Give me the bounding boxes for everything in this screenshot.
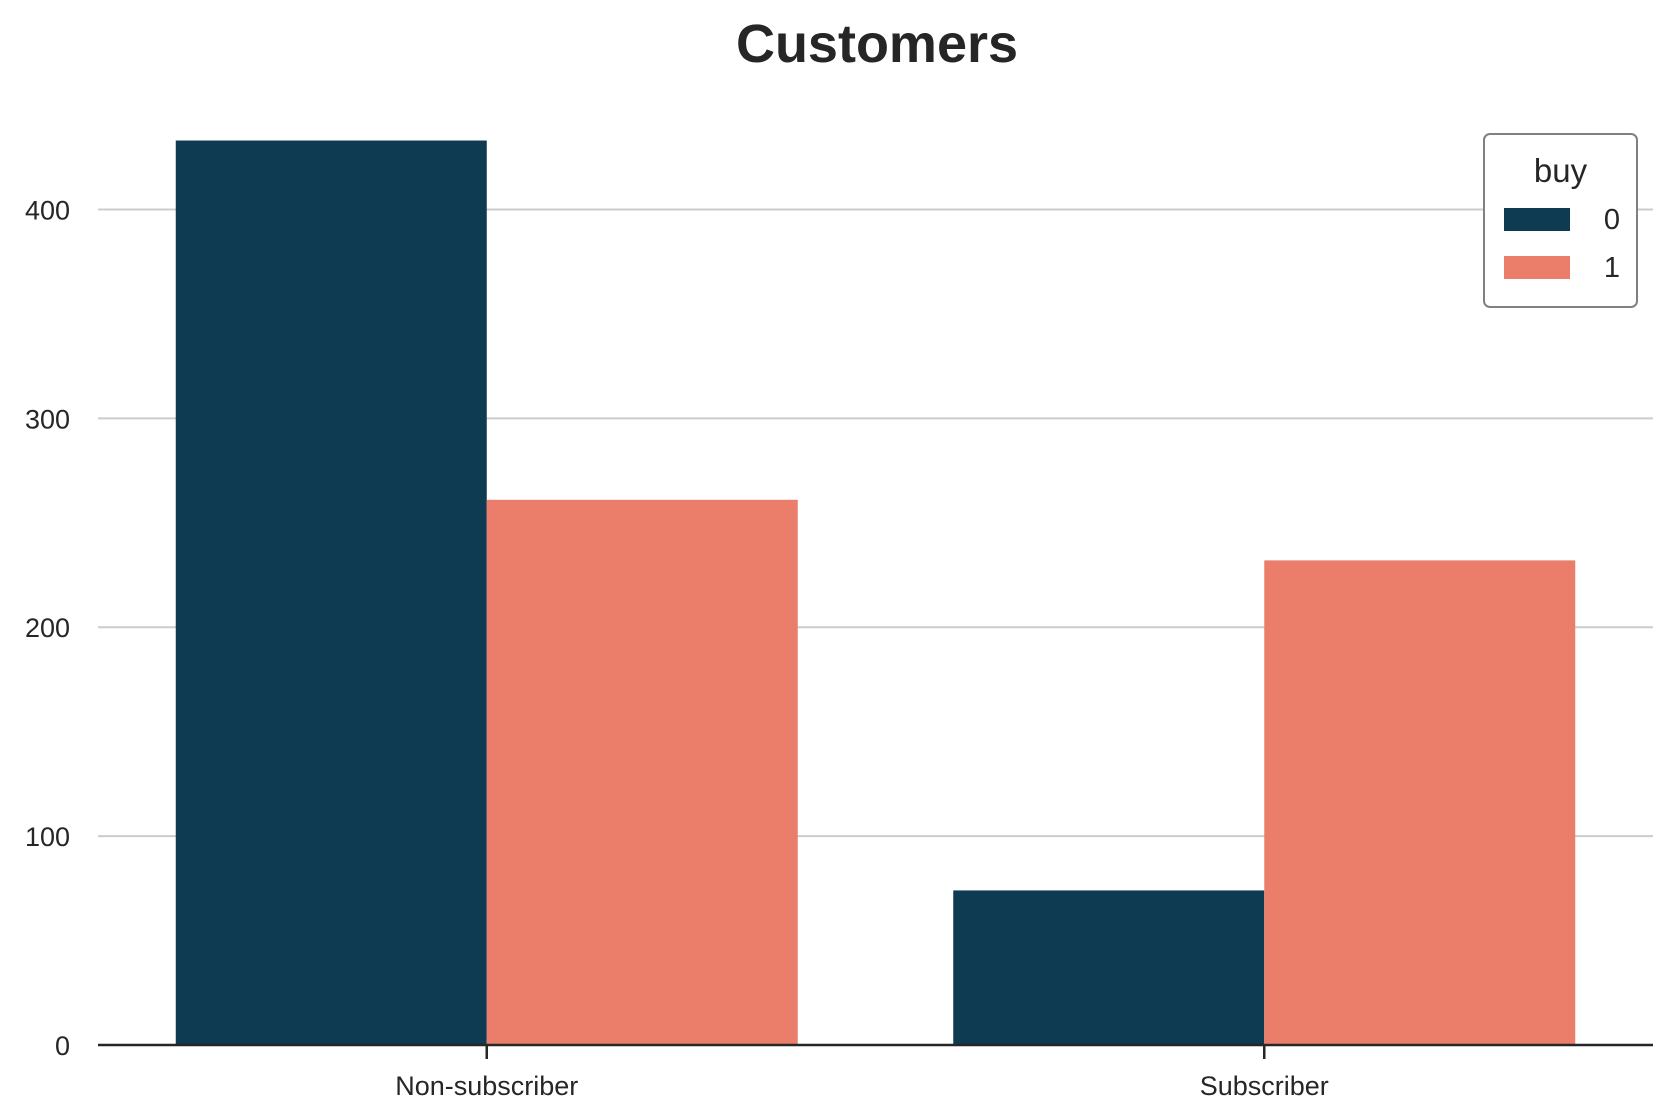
y-tick-label: 200 xyxy=(25,613,70,643)
bars xyxy=(175,140,1576,1045)
y-tick-label: 300 xyxy=(25,404,70,434)
legend-title: buy xyxy=(1534,152,1588,189)
legend-swatch-1 xyxy=(1504,256,1570,279)
legend: buy 0 1 xyxy=(1483,133,1638,308)
chart-title: Customers xyxy=(736,14,1018,74)
bar-subscriber-0 xyxy=(953,890,1265,1045)
legend-label-1: 1 xyxy=(1604,252,1620,284)
y-tick-label: 100 xyxy=(25,822,70,852)
axes: 0 100 200 300 400 Non-subscriber Subscriber xyxy=(25,195,1653,1101)
bar-non-subscriber-1 xyxy=(486,499,798,1045)
legend-swatch-0 xyxy=(1504,208,1570,231)
x-tick-label: Non-subscriber xyxy=(395,1071,578,1101)
bar-non-subscriber-0 xyxy=(175,140,487,1045)
legend-label-0: 0 xyxy=(1604,204,1620,236)
y-tick-label: 0 xyxy=(55,1031,70,1061)
x-tick-label: Subscriber xyxy=(1200,1071,1329,1101)
bar-subscriber-1 xyxy=(1264,560,1576,1045)
y-tick-label: 400 xyxy=(25,195,70,225)
